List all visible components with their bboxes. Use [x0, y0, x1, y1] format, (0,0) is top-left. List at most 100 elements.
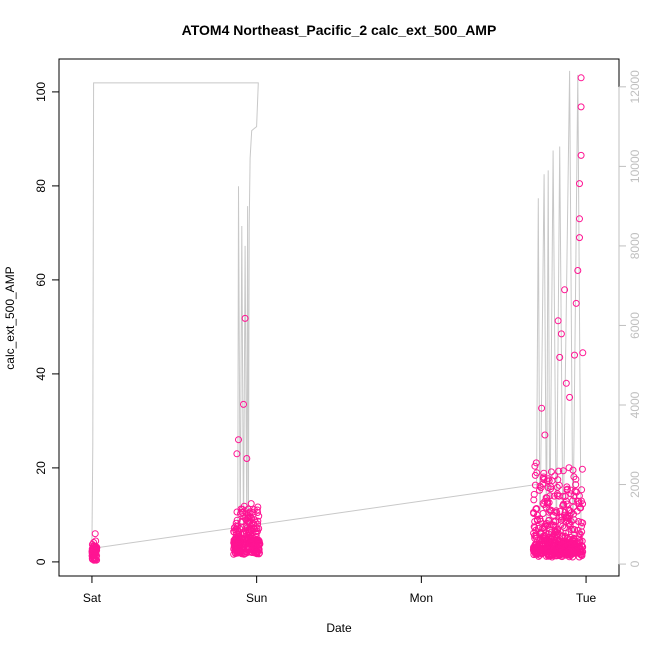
data-point: [572, 299, 580, 307]
data-point: [242, 548, 250, 556]
data-point: [572, 544, 580, 552]
data-point: [239, 509, 247, 517]
data-point: [562, 514, 570, 521]
y-tick-label: 100: [34, 82, 48, 102]
data-point: [540, 501, 548, 508]
data-point: [579, 543, 587, 551]
data-point: [235, 535, 243, 543]
data-point: [550, 536, 558, 544]
data-point: [560, 500, 567, 508]
y2-tick-label: 2000: [628, 471, 642, 498]
data-point: [566, 536, 574, 544]
data-point: [579, 349, 587, 357]
data-point: [232, 547, 240, 555]
data-point: [565, 547, 573, 555]
data-point: [545, 508, 553, 516]
data-point: [563, 485, 571, 493]
data-point: [538, 404, 546, 412]
data-point: [530, 546, 538, 554]
data-point: [550, 522, 558, 529]
data-point: [254, 545, 262, 553]
data-point: [93, 556, 101, 564]
data-point: [91, 530, 99, 538]
secondary-line-0: [91, 82, 259, 549]
data-point: [247, 539, 254, 547]
data-point: [531, 481, 539, 489]
data-point: [575, 500, 583, 508]
data-point: [543, 494, 551, 502]
data-point: [558, 513, 566, 521]
data-point: [554, 492, 561, 499]
x-tick-label: Tue: [576, 591, 597, 605]
data-point: [565, 464, 573, 472]
data-point: [561, 286, 569, 294]
data-point: [569, 535, 576, 543]
data-point: [570, 516, 578, 524]
data-point: [247, 500, 255, 508]
data-point: [576, 504, 584, 512]
data-point: [254, 548, 262, 556]
data-point: [541, 539, 549, 547]
data-point: [245, 519, 253, 527]
data-point: [532, 459, 540, 467]
data-point: [531, 471, 539, 479]
data-point: [553, 483, 561, 491]
data-point: [530, 490, 538, 498]
data-point: [563, 500, 571, 508]
data-point: [577, 74, 585, 82]
data-point: [561, 493, 569, 500]
chart-title: ATOM4 Northeast_Pacific_2 calc_ext_500_A…: [182, 22, 497, 38]
data-point: [531, 532, 538, 540]
data-point: [238, 517, 246, 525]
data-point: [559, 467, 567, 475]
data-point: [254, 517, 262, 525]
y-axis-label: calc_ext_500_AMP: [3, 266, 17, 369]
data-point: [550, 518, 558, 526]
data-point: [254, 520, 262, 528]
x-tick-label: Sun: [246, 591, 267, 605]
y2-tick-label: 6000: [628, 312, 642, 339]
x-tick-label: Mon: [410, 591, 433, 605]
data-point: [546, 537, 554, 545]
y-tick-label: 20: [34, 461, 48, 475]
data-point: [560, 524, 568, 532]
data-point: [569, 525, 577, 533]
data-point: [576, 234, 583, 242]
data-point: [532, 531, 540, 539]
data-point: [576, 215, 583, 223]
data-point: [255, 537, 263, 545]
data-point: [236, 538, 244, 546]
data-point: [567, 545, 575, 553]
data-point: [530, 543, 538, 551]
data-point: [234, 536, 242, 544]
data-point: [575, 518, 582, 525]
line-layer: [91, 70, 582, 549]
data-point: [557, 330, 565, 338]
y2-tick-label: 0: [628, 560, 642, 567]
data-point: [545, 516, 553, 524]
data-point: [561, 533, 569, 541]
y-tick-label: 40: [34, 367, 48, 381]
data-point: [91, 545, 99, 552]
data-point: [569, 497, 577, 505]
data-point: [549, 521, 557, 529]
data-point: [562, 379, 570, 387]
y-tick-label: 80: [34, 179, 48, 193]
data-point: [232, 528, 240, 536]
data-point: [554, 317, 562, 325]
data-point: [252, 532, 260, 540]
data-point: [578, 465, 586, 473]
plot-frame: [58, 58, 620, 577]
data-point: [541, 431, 549, 439]
data-point: [240, 400, 247, 408]
data-point: [530, 510, 538, 517]
data-point: [244, 505, 252, 513]
data-point: [235, 436, 242, 444]
data-point: [577, 151, 585, 159]
data-point: [531, 462, 539, 470]
data-point: [549, 547, 557, 555]
data-point: [547, 549, 555, 557]
data-point: [233, 450, 241, 458]
